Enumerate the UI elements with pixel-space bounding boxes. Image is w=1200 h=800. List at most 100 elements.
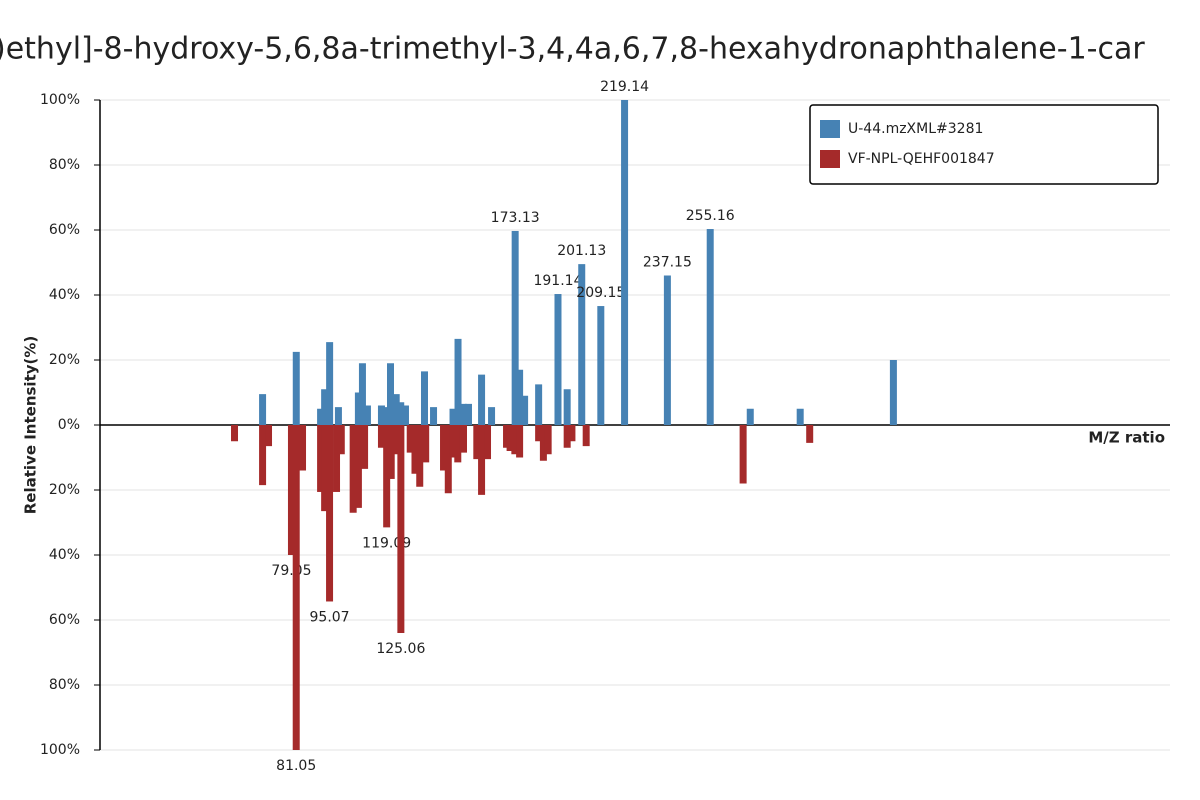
peak-label: 237.15 <box>643 255 692 271</box>
bar <box>488 407 496 425</box>
peak-label: 201.13 <box>557 243 606 259</box>
bar <box>354 425 362 508</box>
peak-label: 209.15 <box>576 285 625 301</box>
bar <box>292 425 300 750</box>
y-tick-label: 60% <box>49 222 80 238</box>
bar <box>516 425 524 458</box>
y-tick-label: 40% <box>49 287 80 303</box>
bar <box>411 425 419 474</box>
bar <box>739 425 747 484</box>
bar <box>401 405 409 425</box>
bar <box>478 425 486 495</box>
peak-label: 79.05 <box>271 563 311 579</box>
y-tick-label: 60% <box>49 612 80 628</box>
bar <box>422 425 430 463</box>
bar <box>544 425 552 455</box>
bar <box>361 425 369 469</box>
bar <box>231 425 239 442</box>
bar <box>421 371 428 425</box>
y-tick-label: 80% <box>49 157 80 173</box>
y-tick-label: 80% <box>49 677 80 693</box>
bar <box>321 389 329 425</box>
legend-label: U-44.mzXML#3281 <box>848 121 983 137</box>
bar <box>746 408 754 425</box>
bar <box>454 425 462 463</box>
bar <box>259 425 267 486</box>
bar <box>563 425 571 448</box>
bar <box>706 229 714 425</box>
y-axis-label: Relative Intensity(%) <box>22 336 40 515</box>
bar <box>473 425 481 460</box>
bar <box>535 384 543 425</box>
peak-label: 255.16 <box>686 208 735 224</box>
bar <box>430 407 438 425</box>
y-tick-label: 20% <box>49 482 80 498</box>
bar <box>317 408 325 425</box>
bar <box>621 100 629 425</box>
legend-box <box>809 104 1159 185</box>
y-tick-label: 0% <box>58 417 80 433</box>
bar <box>392 394 400 425</box>
peak-label: 81.05 <box>276 758 316 774</box>
bar <box>516 369 524 425</box>
bar <box>796 408 804 425</box>
bar <box>287 425 295 555</box>
y-tick-label: 40% <box>49 547 80 563</box>
bar <box>539 425 547 461</box>
bar <box>478 374 486 425</box>
bar <box>449 425 457 458</box>
bar <box>392 425 400 455</box>
peak-label: 191.14 <box>533 273 582 289</box>
bar <box>568 425 576 442</box>
y-tick-label: 20% <box>49 352 80 368</box>
bar <box>464 403 472 425</box>
bar <box>459 403 467 425</box>
bar <box>563 389 571 425</box>
bar <box>511 425 519 455</box>
bar <box>386 363 394 425</box>
bar <box>582 425 590 447</box>
bar <box>265 425 273 447</box>
peak-label: 173.13 <box>491 210 540 226</box>
bar <box>889 360 897 425</box>
bar <box>292 351 300 425</box>
bar <box>383 425 391 528</box>
bar <box>377 425 385 448</box>
bar <box>259 394 267 425</box>
chart-title: )ethyl]-8-hydroxy-5,6,8a-trimethyl-3,4,4… <box>0 32 1145 67</box>
bar <box>397 425 405 633</box>
bar <box>554 294 562 425</box>
bar <box>416 425 424 487</box>
bar <box>387 425 395 479</box>
bar <box>333 425 341 492</box>
bar <box>397 402 405 425</box>
y-tick-label: 100% <box>40 742 80 758</box>
bar <box>326 342 334 425</box>
bar <box>317 425 325 492</box>
bar <box>449 408 457 425</box>
bar <box>444 425 452 494</box>
bar <box>382 407 390 425</box>
bar <box>337 425 345 455</box>
peak-label: 219.14 <box>600 79 649 95</box>
bar <box>377 405 385 425</box>
bar <box>321 425 329 512</box>
bar <box>578 264 586 425</box>
bar <box>459 425 467 453</box>
bar <box>454 338 462 425</box>
bar <box>503 425 511 448</box>
bar <box>354 392 362 425</box>
bar <box>326 425 334 602</box>
bar <box>484 425 492 460</box>
peak-label: 95.07 <box>310 609 350 625</box>
bar <box>806 425 814 443</box>
bar <box>511 230 519 425</box>
bar <box>597 306 605 425</box>
x-axis-label: M/Z ratio <box>1088 429 1165 447</box>
bar <box>334 407 342 425</box>
legend-swatch <box>820 120 840 138</box>
bar <box>349 425 357 513</box>
bar <box>406 425 414 453</box>
bar <box>535 425 543 442</box>
